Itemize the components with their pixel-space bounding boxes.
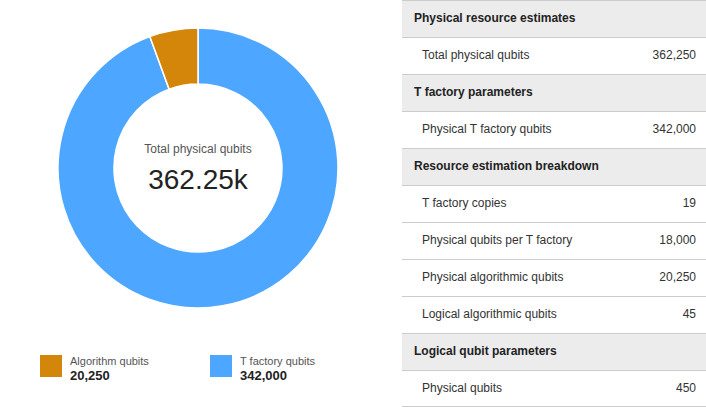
table-cell-bg <box>402 296 706 333</box>
table-cell-bg <box>402 111 706 148</box>
table-cell-bg <box>402 148 706 185</box>
table-border <box>402 148 706 149</box>
table-header-row: T factory parameters <box>402 74 706 111</box>
table-value: 450 <box>676 381 696 395</box>
legend-value: 342,000 <box>240 368 287 383</box>
table-row: Physical qubits per T factory 18,000 <box>402 222 706 259</box>
table-header: Logical qubit parameters <box>414 344 557 358</box>
table-border <box>402 37 706 38</box>
legend-value: 20,250 <box>70 368 110 383</box>
center-label: Total physical qubits <box>144 142 251 156</box>
table-value: 362,250 <box>653 48 697 62</box>
table-label: T factory copies <box>422 196 506 210</box>
table-value: 45 <box>683 307 697 321</box>
legend-label: T factory qubits <box>240 355 315 367</box>
table-border <box>402 296 706 297</box>
chart: Total physical qubits 362.25k Algorithm qu… <box>0 0 706 407</box>
table-cell-bg <box>402 74 706 111</box>
table-header-row: Logical qubit parameters <box>402 333 706 370</box>
table-cell-bg <box>402 185 706 222</box>
table-cell-bg <box>402 370 706 407</box>
legend-label: Algorithm qubits <box>70 355 149 367</box>
table-row: T factory copies 19 <box>402 185 706 222</box>
table-border <box>402 0 706 1</box>
table-cell-bg <box>402 333 706 370</box>
table-border <box>402 406 706 407</box>
legend-item: Algorithm qubits20,250 <box>40 355 149 384</box>
table-header: Resource estimation breakdown <box>414 159 599 173</box>
table-border <box>402 111 706 112</box>
table-label: Total physical qubits <box>422 48 529 62</box>
table-cell-bg <box>402 259 706 296</box>
table-row: Physical algorithmic qubits 20,250 <box>402 259 706 296</box>
table-row: Physical T factory qubits 342,000 <box>402 111 706 148</box>
table-label: Physical qubits <box>422 381 502 395</box>
table-value: 18,000 <box>659 233 696 247</box>
table-border <box>402 222 706 223</box>
table-border <box>402 259 706 260</box>
table-row: Physical qubits 450 <box>402 370 706 407</box>
table-border <box>402 74 706 75</box>
legend-swatch <box>40 355 62 377</box>
table-value: 19 <box>683 196 697 210</box>
table-label: Physical algorithmic qubits <box>422 270 563 284</box>
table-label: Logical algorithmic qubits <box>422 307 557 321</box>
table-header: Physical resource estimates <box>414 11 576 25</box>
slice <box>150 28 198 89</box>
donut: Total physical qubits 362.25k <box>58 28 338 308</box>
table-header: T factory parameters <box>414 85 533 99</box>
legend-swatch <box>210 355 232 377</box>
table-header-row: Resource estimation breakdown <box>402 148 706 185</box>
table-border <box>402 370 706 371</box>
legend: Algorithm qubits20,250 T factory qubits34… <box>40 355 315 384</box>
table-label: Physical T factory qubits <box>422 122 552 136</box>
table-border <box>402 185 706 186</box>
table-label: Physical qubits per T factory <box>422 233 572 247</box>
table-row: Total physical qubits 362,250 <box>402 37 706 74</box>
slice <box>58 28 338 308</box>
table-border <box>402 333 706 334</box>
table-header-row: Physical resource estimates <box>402 0 706 37</box>
center-value: 362.25k <box>148 164 249 195</box>
table-cell-bg <box>402 222 706 259</box>
table-cell-bg <box>402 0 706 37</box>
table-cell-bg <box>402 37 706 74</box>
legend-item: T factory qubits342,000 <box>210 355 315 384</box>
table-value: 20,250 <box>659 270 696 284</box>
table: Physical resource estimates Total physica… <box>402 0 706 407</box>
table-row: Logical algorithmic qubits 45 <box>402 296 706 333</box>
table-value: 342,000 <box>653 122 697 136</box>
